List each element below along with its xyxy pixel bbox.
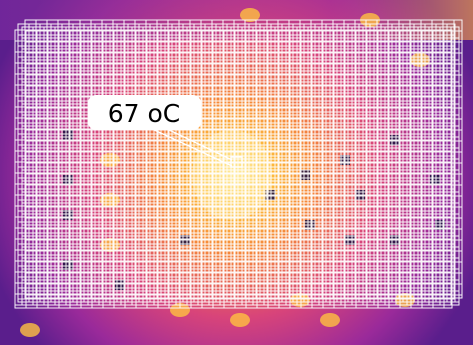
cold-spot — [63, 130, 73, 140]
label-box — [88, 95, 201, 130]
callout: 67 oC — [88, 95, 243, 168]
warm-spot — [230, 313, 250, 327]
cold-spot — [63, 260, 73, 270]
leader-line — [149, 127, 233, 167]
leader-line — [164, 127, 233, 161]
cold-spot — [115, 280, 125, 290]
temperature-label: 67 oC — [108, 99, 181, 128]
warm-spot — [320, 313, 340, 327]
measure-spot — [230, 156, 243, 168]
warm-spot — [170, 303, 190, 317]
cold-spot — [430, 175, 440, 185]
grid-frame — [24, 19, 463, 299]
cold-spot — [63, 210, 73, 220]
warm-spot — [290, 293, 310, 307]
cold-spot — [63, 175, 73, 185]
warm-spot — [240, 8, 260, 22]
cold-spot — [300, 170, 310, 180]
warm-spot — [20, 323, 40, 337]
